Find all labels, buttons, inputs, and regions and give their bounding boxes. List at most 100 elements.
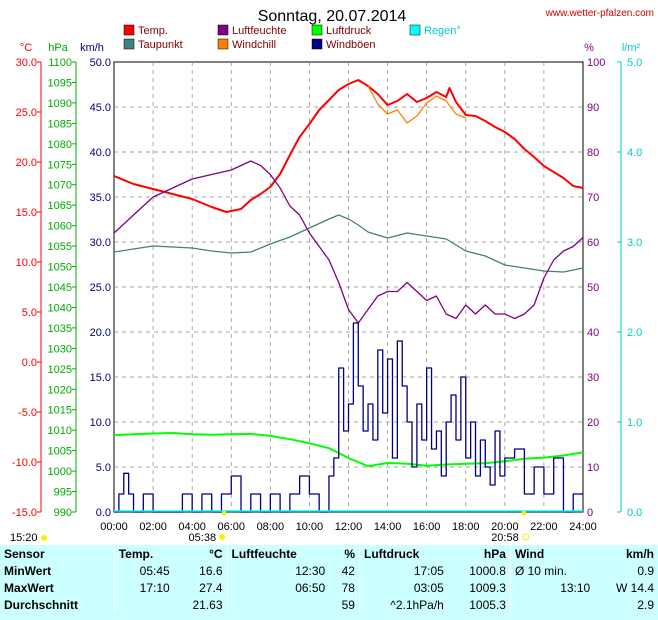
stats-cell: 42: [341, 563, 355, 578]
pressure-tick: 1030: [48, 343, 72, 355]
legend-swatch: [311, 38, 323, 50]
pressure-tick: 1095: [48, 77, 72, 89]
sunrise-marker: [222, 511, 227, 515]
sunset-sun-icon: [522, 533, 530, 541]
statistics-table: Sensor Temp. °C Luftfeuchte % Luftdruck …: [0, 545, 658, 620]
temp-tick: 25.0: [16, 107, 37, 119]
temp-tick: -5.0: [18, 407, 37, 419]
stats-cell: 2.9: [637, 597, 654, 612]
stats-header-temp-unit: °C: [209, 546, 223, 561]
stats-row-label: MaxWert: [4, 580, 54, 595]
rain-tick: 2.0: [627, 327, 642, 339]
temp-tick: 0.0: [22, 357, 37, 369]
x-tick-label: 20:00: [491, 521, 519, 533]
stats-cell: W 14.4: [615, 580, 654, 595]
humidity-tick: 50: [587, 282, 599, 294]
wind-tick: 35.0: [90, 192, 111, 204]
weather-chart: Sonntag, 20.07.2014 www.wetter-pfalzen.c…: [10, 8, 654, 544]
legend-label: Luftfeuchte: [232, 25, 286, 37]
stats-row-label: MinWert: [4, 563, 52, 578]
legend-label: Luftdruck: [326, 25, 372, 37]
pressure-tick: 1065: [48, 200, 72, 212]
x-tick-label: 22:00: [530, 521, 558, 533]
stats-cell: 1009.3: [469, 580, 506, 595]
stats-header-humidity-unit: %: [344, 546, 355, 561]
series-windchill: [367, 85, 467, 124]
wind-tick: 25.0: [90, 282, 111, 294]
humidity-tick: 10: [587, 462, 599, 474]
pressure-tick: 1020: [48, 384, 72, 396]
humidity-tick: 60: [587, 237, 599, 249]
pressure-unit-label: hPa: [48, 42, 68, 54]
rain-tick: 1.0: [627, 417, 642, 429]
pressure-tick: 1000: [48, 466, 72, 478]
legend-label: Windchill: [232, 39, 276, 51]
humidity-tick: 90: [587, 102, 599, 114]
pressure-tick: 1025: [48, 364, 72, 376]
stats-header-pressure: Luftdruck: [358, 545, 448, 562]
rain-tick: 5.0: [627, 57, 642, 69]
stats-cell: 27.4: [199, 580, 223, 595]
legend-swatch: [311, 24, 323, 36]
x-tick-label: 00:00: [100, 521, 128, 533]
humidity-tick: 70: [587, 192, 599, 204]
stats-header-row: Sensor Temp. °C Luftfeuchte % Luftdruck …: [0, 545, 658, 562]
stats-cell: 78: [341, 580, 355, 595]
x-axis: 00:00 02:00 04:00 06:00 08:00 10:00 12:00 14:00…: [100, 521, 597, 533]
pressure-tick: 1060: [48, 221, 72, 233]
stats-cell: 21.63: [192, 597, 223, 612]
legend-label: Windböen: [326, 39, 376, 51]
x-tick-label: 16:00: [413, 521, 441, 533]
series-luftfeuchte: [113, 160, 584, 324]
wind-unit-label: km/h: [80, 42, 104, 54]
humidity-tick: 20: [587, 417, 599, 429]
stats-cell: 1000.8: [469, 563, 506, 578]
site-link[interactable]: www.wetter-pfalzen.com: [545, 8, 654, 19]
axis-labels: °C hPa km/h% l/m² 30.0 25.0 20.0 15.0 10.0 5.0 0.0…: [12, 42, 642, 519]
rain-tick: 0.0: [627, 507, 642, 519]
pressure-tick: 1035: [48, 323, 72, 335]
start-time-label: 15:20: [10, 532, 38, 544]
stats-cell: 1005.3: [469, 597, 506, 612]
legend-swatch: [123, 38, 135, 50]
temp-tick: -15.0: [12, 507, 37, 519]
stats-row-min: MinWert 05:45 16.6 12:30 42 17:05 1000.8…: [0, 562, 658, 579]
stats-row-average: Durchschnitt 21.63 59 ^2.1hPa/h 1005.3 2…: [0, 596, 658, 613]
legend-swatch: [217, 24, 229, 36]
temp-tick: 30.0: [16, 57, 37, 69]
sunset-marker: [521, 511, 526, 515]
humidity-tick: 80: [587, 147, 599, 159]
legend: Temp. Luftfeuchte Luftdruck Regen° Taupunkt W…: [123, 24, 461, 51]
pressure-tick: 1085: [48, 118, 72, 130]
wind-tick: 15.0: [90, 372, 111, 384]
stats-cell: 59: [341, 597, 355, 612]
temp-tick: 5.0: [22, 307, 37, 319]
pressure-tick: 1040: [48, 302, 72, 314]
humidity-tick: 100: [587, 57, 605, 69]
stats-cell: 17:05: [358, 562, 448, 579]
grid: [113, 61, 584, 513]
temp-unit-label: °C: [20, 42, 32, 54]
legend-label: Temp.: [138, 25, 168, 37]
stats-cell: [226, 596, 330, 613]
legend-swatch: [409, 24, 421, 36]
stats-header-humidity: Luftfeuchte: [226, 545, 330, 562]
stats-cell: 12:30: [226, 562, 330, 579]
pressure-tick: 1010: [48, 425, 72, 437]
series-temp: [113, 79, 584, 213]
x-tick-label: 04:00: [178, 521, 206, 533]
humidity-unit-label: %: [584, 42, 594, 54]
x-tick-label: 08:00: [257, 521, 285, 533]
stats-row-label: Durchschnitt: [4, 597, 79, 612]
humidity-tick: 0: [587, 507, 593, 519]
pressure-tick: 1050: [48, 262, 72, 274]
x-tick-label: 14:00: [374, 521, 402, 533]
stats-cell: ^2.1hPa/h: [358, 596, 448, 613]
stats-header-pressure-unit: hPa: [483, 546, 506, 561]
pressure-tick: 1080: [48, 139, 72, 151]
wind-tick: 30.0: [90, 237, 111, 249]
temp-tick: 15.0: [16, 207, 37, 219]
humidity-tick: 40: [587, 327, 599, 339]
stats-cell: 13:10: [509, 579, 595, 596]
pressure-tick: 1045: [48, 282, 72, 294]
